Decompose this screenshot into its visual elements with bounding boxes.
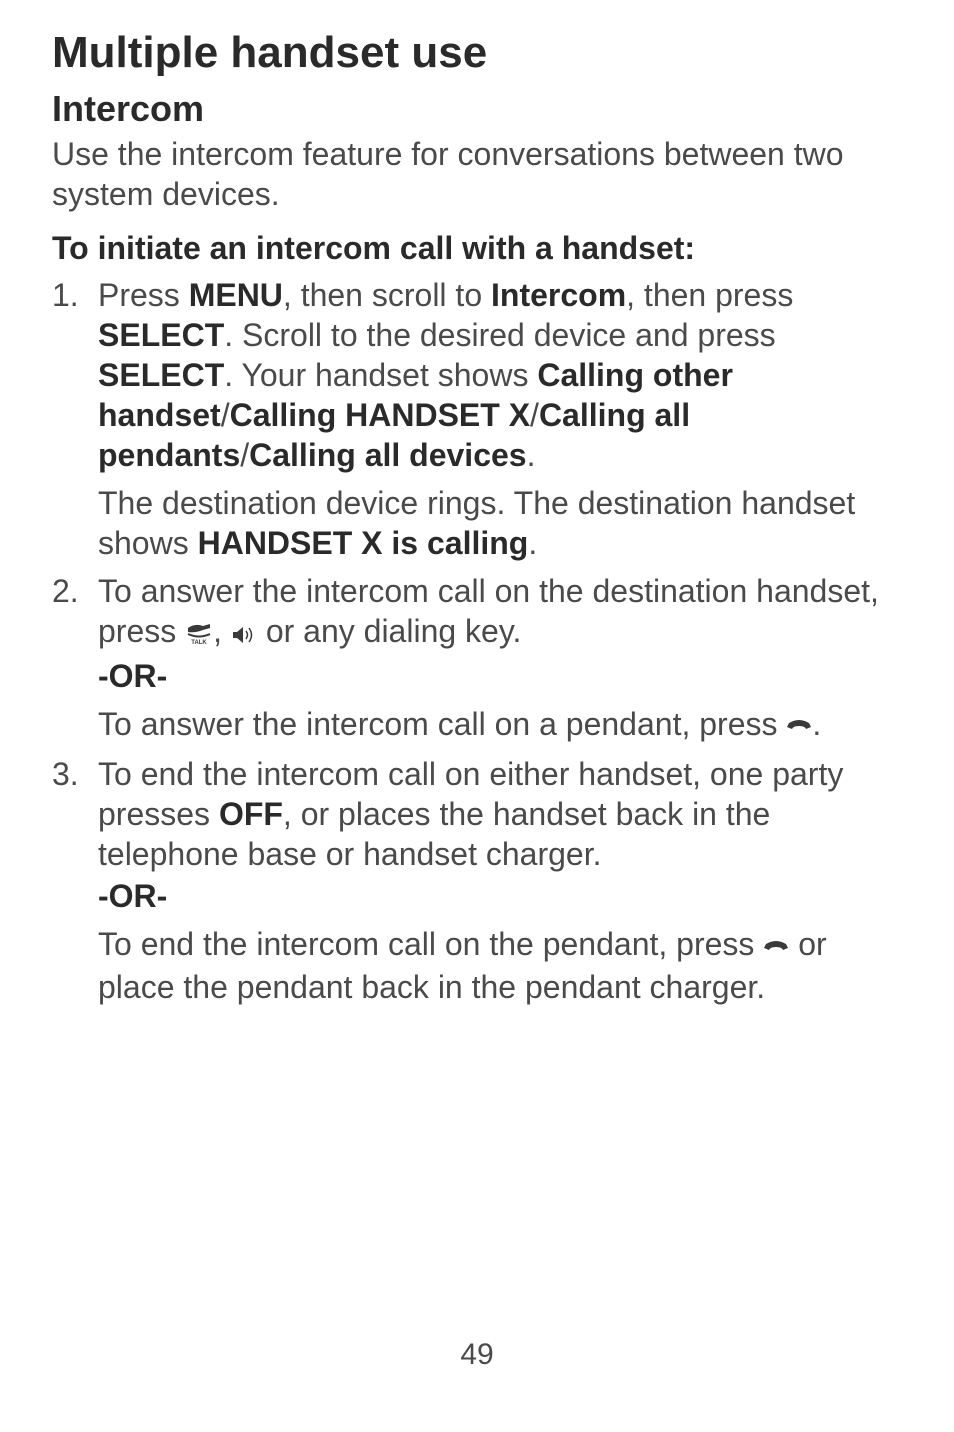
step1-sub: The destination device rings. The destin… bbox=[98, 483, 902, 563]
step3-sub: To end the intercom call on the pendant,… bbox=[98, 924, 902, 1007]
slash-3: / bbox=[240, 437, 249, 473]
menu-label: MENU bbox=[189, 277, 283, 313]
handset-calling-label: HANDSET X is calling bbox=[198, 525, 529, 561]
select-label-2: SELECT bbox=[98, 357, 224, 393]
step1-end: . bbox=[527, 437, 536, 473]
step1-text-4: . Scroll to the desired device and press bbox=[224, 317, 775, 353]
step1-text-5: . Your handset shows bbox=[224, 357, 537, 393]
step2-comma: , bbox=[213, 613, 231, 649]
step1-text-1: Press bbox=[98, 277, 189, 313]
page-number: 49 bbox=[0, 1338, 954, 1372]
step-3: To end the intercom call on either hands… bbox=[52, 754, 902, 1007]
or-label-2: -OR- bbox=[98, 876, 902, 916]
phone-icon bbox=[763, 927, 789, 967]
intro-text: Use the intercom feature for conversatio… bbox=[52, 134, 902, 214]
step2-sub: To answer the intercom call on a pendant… bbox=[98, 704, 902, 747]
select-label-1: SELECT bbox=[98, 317, 224, 353]
slash-1: / bbox=[221, 397, 230, 433]
step1-text-2: , then scroll to bbox=[283, 277, 491, 313]
step2-sub-end: . bbox=[812, 706, 821, 742]
svg-text:TALK: TALK bbox=[191, 640, 207, 645]
step-1: Press MENU, then scroll to Intercom, the… bbox=[52, 275, 902, 563]
step1-text-3: , then press bbox=[626, 277, 793, 313]
or-label-1: -OR- bbox=[98, 656, 902, 696]
page-title: Multiple handset use bbox=[52, 28, 902, 78]
slash-2: / bbox=[530, 397, 539, 433]
step3-sub-text-1: To end the intercom call on the pendant,… bbox=[98, 926, 763, 962]
step-2: To answer the intercom call on the desti… bbox=[52, 571, 902, 746]
steps-list: Press MENU, then scroll to Intercom, the… bbox=[52, 275, 902, 1007]
step2-sub-text: To answer the intercom call on a pendant… bbox=[98, 706, 786, 742]
speaker-icon bbox=[231, 614, 257, 654]
subsection-title: To initiate an intercom call with a hand… bbox=[52, 230, 902, 267]
phone-icon bbox=[786, 706, 812, 746]
off-label: OFF bbox=[219, 796, 283, 832]
talk-icon: TALK bbox=[185, 614, 213, 654]
calling-devices-label: Calling all devices bbox=[249, 437, 526, 473]
section-title: Intercom bbox=[52, 88, 902, 130]
intercom-label: Intercom bbox=[491, 277, 626, 313]
step2-text-2: or any dialing key. bbox=[257, 613, 521, 649]
step1-sub-end: . bbox=[528, 525, 537, 561]
calling-handset-label: Calling HANDSET X bbox=[230, 397, 530, 433]
